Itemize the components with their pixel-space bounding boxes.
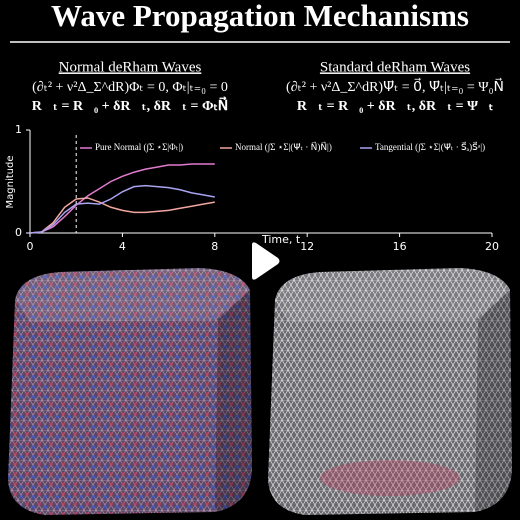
x-tick-label: 8: [211, 240, 218, 253]
cube-left: [8, 268, 252, 515]
panel-heading: Standard deRham Waves: [320, 59, 470, 75]
play-button[interactable]: [252, 242, 280, 280]
equation: R⃗ₜ = R⃗₀ + δR⃗ₜ, δR⃗ₜ = Ψ⃗ₜ: [297, 99, 493, 114]
x-tick-label: 0: [27, 240, 34, 253]
y-tick-label: 0: [15, 226, 22, 239]
equation: R⃗ₜ = R⃗₀ + δR⃗ₜ, δR⃗ₜ = ΦₜN⃗: [32, 97, 228, 115]
legend-label: Pure Normal (∫Σ ⋆Σ|Φₜ|): [95, 142, 183, 153]
legend-label: Tangential (∫Σ ⋆Σ|(Ψ⃗ₜ · S⃗ₐ)S⃗ᵃ|): [375, 141, 485, 153]
series-line: [29, 197, 215, 234]
equation: (∂ₜ² + ν²Δ_Σ^dR)Φₜ = 0, Φₜ|ₜ₌₀ = 0: [32, 80, 228, 95]
y-axis-label: Magnitude: [5, 156, 16, 209]
x-tick-label: 16: [393, 240, 407, 253]
x-tick-label: 4: [119, 240, 126, 253]
panel-heading: Normal deRham Waves: [59, 59, 202, 75]
series-line: [29, 184, 215, 234]
equation: (∂ₜ² + ν²Δ_Σ^dR)Ψ⃗ₜ = 0⃗, Ψ⃗ₜ|ₜ₌₀ = Ψ₀N⃗: [286, 78, 504, 96]
series-line: [29, 163, 215, 234]
legend-label: Normal (∫Σ ⋆Σ|(Ψ⃗ₜ · N⃗)N⃗|): [235, 141, 332, 153]
x-tick-label: 12: [300, 240, 314, 253]
cube-right: [268, 268, 512, 515]
x-axis-label: Time, t: [261, 233, 301, 246]
y-tick-label: 1: [15, 123, 22, 136]
x-tick-label: 20: [485, 240, 499, 253]
play-icon[interactable]: [252, 242, 280, 280]
title: Wave Propagation Mechanisms: [51, 0, 469, 33]
